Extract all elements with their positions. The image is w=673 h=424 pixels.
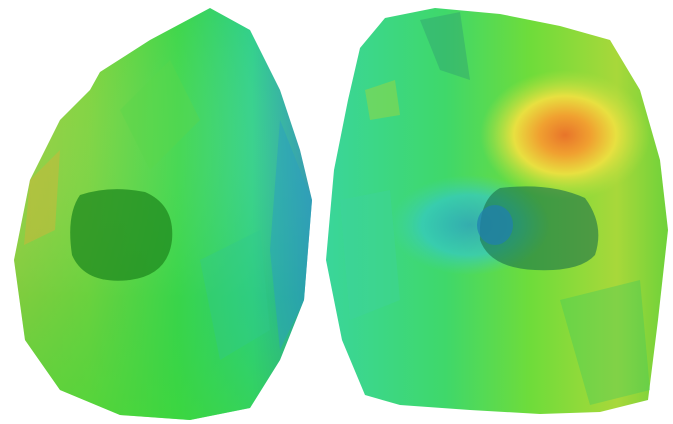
left-dent <box>70 189 173 281</box>
facet <box>340 190 400 320</box>
facet <box>365 80 400 120</box>
right-mesh <box>326 8 668 414</box>
right-dent <box>479 186 599 271</box>
facet <box>24 150 60 245</box>
hot-region <box>480 70 650 200</box>
facet <box>420 12 470 80</box>
facet <box>560 280 650 405</box>
left-mesh <box>14 8 312 420</box>
dent-blue <box>477 205 513 245</box>
facet <box>200 230 270 360</box>
facet <box>270 120 312 350</box>
facet <box>120 60 200 170</box>
